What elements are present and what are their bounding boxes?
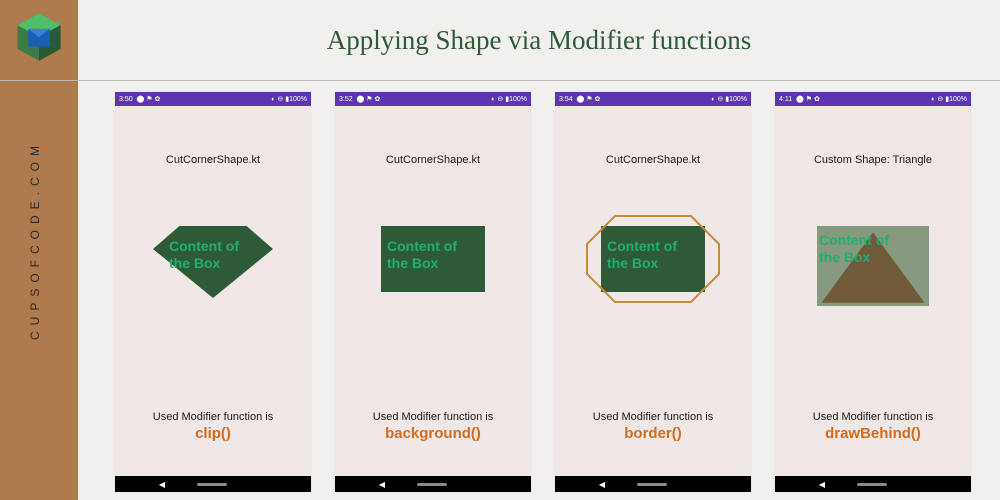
box-content-text: Content ofthe Box [813, 232, 933, 266]
nav-home-pill[interactable] [417, 483, 447, 486]
file-label: CutCornerShape.kt [606, 154, 700, 166]
nav-home-pill[interactable] [197, 483, 227, 486]
box-content-text: Content ofthe Box [601, 238, 705, 272]
background-shape: Content ofthe Box [381, 226, 485, 292]
android-navbar: ◀ [555, 476, 751, 492]
clip-shape: Content ofthe Box [153, 226, 273, 298]
status-time: 4:11 ⬤ ⚑ ✿ [779, 95, 820, 103]
caption: Used Modifier function is clip() [115, 411, 311, 442]
caption: Used Modifier function is border() [555, 411, 751, 442]
phone-mock-3: 3:54 ⬤ ⚑ ✿ ◐ ⊖ ▮100% CutCornerShape.kt C… [555, 92, 751, 492]
drawbehind-shape: Content ofthe Box [813, 226, 933, 306]
android-navbar: ◀ [335, 476, 531, 492]
caption-function: drawBehind() [775, 425, 971, 442]
phone-mock-1: 3:50 ⬤ ⚑ ✿ ◐ ⊖ ▮100% CutCornerShape.kt C… [115, 92, 311, 492]
nav-back-icon[interactable]: ◀ [379, 480, 385, 489]
nav-home-pill[interactable] [637, 483, 667, 486]
box-content-text: Content ofthe Box [381, 238, 485, 272]
nav-home-pill[interactable] [857, 483, 887, 486]
screen: CutCornerShape.kt Content ofthe Box Used… [335, 106, 531, 476]
phone-row: 3:50 ⬤ ⚑ ✿ ◐ ⊖ ▮100% CutCornerShape.kt C… [115, 92, 985, 492]
caption-function: border() [555, 425, 751, 442]
box-content-text: Content ofthe Box [153, 238, 273, 272]
status-icons: ◐ ⊖ ▮100% [491, 95, 527, 103]
status-bar: 3:52 ⬤ ⚑ ✿ ◐ ⊖ ▮100% [335, 92, 531, 106]
caption-label: Used Modifier function is [335, 411, 531, 423]
status-time: 3:50 ⬤ ⚑ ✿ [119, 95, 160, 103]
shape-demo: Content ofthe Box [555, 226, 751, 292]
shape-demo: Content ofthe Box [775, 226, 971, 306]
site-name: CUPSOFCODE.COM [28, 140, 42, 340]
caption-function: clip() [115, 425, 311, 442]
caption: Used Modifier function is background() [335, 411, 531, 442]
phone-mock-2: 3:52 ⬤ ⚑ ✿ ◐ ⊖ ▮100% CutCornerShape.kt C… [335, 92, 531, 492]
status-icons: ◐ ⊖ ▮100% [711, 95, 747, 103]
phone-mock-4: 4:11 ⬤ ⚑ ✿ ◐ ⊖ ▮100% Custom Shape: Trian… [775, 92, 971, 492]
status-bar: 3:50 ⬤ ⚑ ✿ ◐ ⊖ ▮100% [115, 92, 311, 106]
status-icons: ◐ ⊖ ▮100% [931, 95, 967, 103]
file-label: CutCornerShape.kt [166, 154, 260, 166]
status-icons: ◐ ⊖ ▮100% [271, 95, 307, 103]
caption-label: Used Modifier function is [555, 411, 751, 423]
status-bar: 4:11 ⬤ ⚑ ✿ ◐ ⊖ ▮100% [775, 92, 971, 106]
status-time: 3:52 ⬤ ⚑ ✿ [339, 95, 380, 103]
android-navbar: ◀ [115, 476, 311, 492]
caption-function: background() [335, 425, 531, 442]
compose-logo-icon [12, 10, 66, 64]
status-time: 3:54 ⬤ ⚑ ✿ [559, 95, 600, 103]
shape-demo: Content ofthe Box [335, 226, 531, 292]
android-navbar: ◀ [775, 476, 971, 492]
nav-back-icon[interactable]: ◀ [819, 480, 825, 489]
header: Applying Shape via Modifier functions [78, 0, 1000, 80]
page-title: Applying Shape via Modifier functions [327, 25, 751, 56]
screen: CutCornerShape.kt Content ofthe Box Used… [555, 106, 751, 476]
file-label: CutCornerShape.kt [386, 154, 480, 166]
status-bar: 3:54 ⬤ ⚑ ✿ ◐ ⊖ ▮100% [555, 92, 751, 106]
screen: CutCornerShape.kt Content ofthe Box Used… [115, 106, 311, 476]
screen: Custom Shape: Triangle Content ofthe Box… [775, 106, 971, 476]
caption: Used Modifier function is drawBehind() [775, 411, 971, 442]
sidebar: CUPSOFCODE.COM [0, 0, 78, 500]
caption-label: Used Modifier function is [775, 411, 971, 423]
file-label: Custom Shape: Triangle [814, 154, 932, 166]
nav-back-icon[interactable]: ◀ [599, 480, 605, 489]
caption-label: Used Modifier function is [115, 411, 311, 423]
divider [0, 80, 1000, 81]
nav-back-icon[interactable]: ◀ [159, 480, 165, 489]
border-shape: Content ofthe Box [601, 226, 705, 292]
shape-demo: Content ofthe Box [115, 226, 311, 298]
